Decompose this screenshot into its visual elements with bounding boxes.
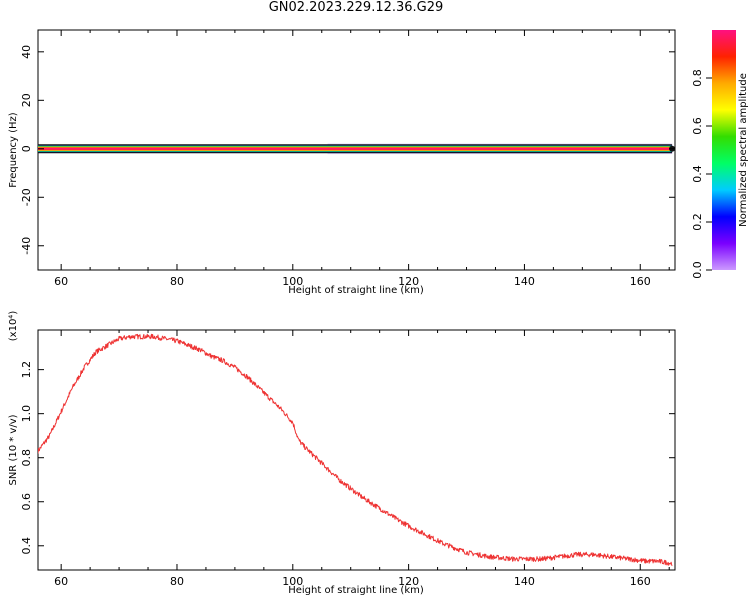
snr-y-tick-label: 0.4 — [20, 537, 33, 555]
snr-panel: 60 80 100 120 140 160 0.4 0.6 0.8 1.0 1.2 Height … — [8, 311, 676, 596]
snr-x-tick-label: 100 — [282, 575, 303, 588]
spectrogram-x-tick-label: 100 — [282, 275, 303, 288]
spectrogram-y-tick-label: 20 — [20, 93, 33, 107]
spectrogram-x-tick-label: 60 — [54, 275, 68, 288]
spectrogram-axis-ticks — [38, 30, 675, 270]
snr-x-axis-label: Height of straight line (km) — [288, 585, 424, 596]
snr-series-line — [38, 333, 673, 566]
snr-multiplier-label: (x10⁴) — [8, 311, 19, 342]
spectrogram-y-tick-labels: -40 -20 0 20 40 — [20, 45, 33, 255]
snr-axis-ticks — [38, 330, 675, 570]
spectrogram-panel: 60 80 100 120 140 160 -40 -20 0 20 40 Height of s… — [8, 29, 676, 296]
snr-y-tick-label: 1.0 — [20, 405, 33, 423]
snr-y-axis-label: SNR (10 * v/v) — [8, 414, 19, 485]
colorbar-gradient — [712, 30, 736, 270]
snr-y-tick-label: 0.6 — [20, 493, 33, 511]
colorbar-tick-label: 0.2 — [691, 213, 704, 231]
colorbar-tick-label: 0.4 — [691, 165, 704, 183]
snr-x-tick-label: 120 — [398, 575, 419, 588]
snr-frame — [37, 329, 676, 571]
snr-y-tick-label: 0.8 — [20, 449, 33, 467]
snr-x-tick-label: 140 — [514, 575, 535, 588]
colorbar-label: Normalized spectral amplitude — [738, 73, 749, 227]
spectrogram-x-tick-label: 140 — [514, 275, 535, 288]
snr-x-tick-label: 160 — [630, 575, 651, 588]
spectrogram-band — [38, 143, 675, 155]
snr-x-tick-label: 60 — [54, 575, 68, 588]
spectrogram-y-axis-label: Frequency (Hz) — [8, 112, 19, 188]
snr-x-tick-labels: 60 80 100 120 140 160 — [54, 575, 651, 588]
spectrogram-y-tick-label: -40 — [20, 237, 33, 255]
spectrogram-x-tick-label: 160 — [630, 275, 651, 288]
snr-y-tick-labels: 0.4 0.6 0.8 1.0 1.2 — [20, 361, 33, 555]
snr-x-tick-label: 80 — [170, 575, 184, 588]
spectrogram-y-tick-label: 40 — [20, 45, 33, 59]
figure-title: GN02.2023.229.12.36.G29 — [268, 0, 444, 15]
spectrogram-x-tick-label: 80 — [170, 275, 184, 288]
colorbar-tick-label: 0.0 — [691, 261, 704, 279]
spectrogram-x-tick-label: 120 — [398, 275, 419, 288]
colorbar-ticks — [706, 77, 712, 271]
spectrogram-x-axis-label: Height of straight line (km) — [288, 285, 424, 296]
spectrogram-y-tick-label: -20 — [20, 188, 33, 206]
colorbar: 0.0 0.2 0.4 0.6 0.8 Normalized spectral ampl… — [691, 30, 749, 279]
spectrogram-band-core — [38, 148, 673, 150]
spectrogram-x-tick-labels: 60 80 100 120 140 160 — [54, 275, 651, 288]
spectrogram-y-tick-label: 0 — [20, 145, 33, 152]
colorbar-tick-label: 0.8 — [691, 69, 704, 87]
colorbar-tick-label: 0.6 — [691, 117, 704, 135]
colorbar-tick-labels: 0.0 0.2 0.4 0.6 0.8 — [691, 69, 704, 279]
snr-y-tick-label: 1.2 — [20, 361, 33, 379]
